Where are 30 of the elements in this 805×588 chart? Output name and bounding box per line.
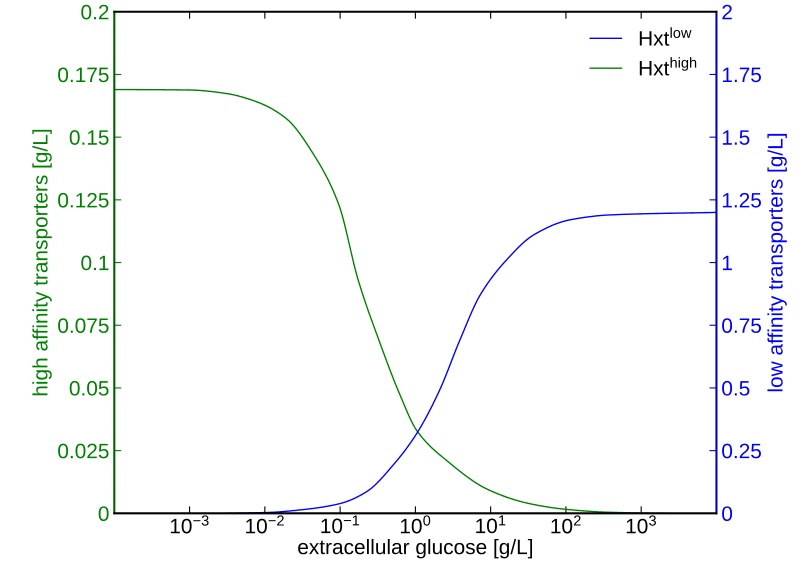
y2-tick-label: 1.5 — [722, 130, 750, 145]
y-tick-label: 0.075 — [58, 318, 109, 333]
y2-tick-label: 0.25 — [722, 444, 761, 458]
y2-tick-label: 0.5 — [722, 380, 750, 396]
y2-tick-label: 1.75 — [722, 68, 761, 82]
y-tick-label: 0.125 — [58, 192, 109, 208]
x-axis-title: extracellular glucose [g/L] — [298, 538, 532, 558]
y-axis-title: high affinity transporters [g/L] — [32, 130, 52, 396]
y-tick-label: 0.2 — [81, 4, 108, 20]
x-tick-label: 10$^{3}$ — [626, 515, 656, 534]
y2-tick-label: 2 — [722, 4, 732, 20]
x-tick-label: 10$^{1}$ — [476, 515, 506, 534]
x-tick-label: 10$^{0}$ — [400, 515, 430, 534]
y-tick-label: 0.1 — [81, 256, 108, 270]
y-tick-label: 0.025 — [58, 444, 109, 458]
legend-label: Hxt$^{low}$ — [640, 27, 692, 46]
y2-tick-label: 0 — [722, 506, 732, 522]
y-tick-label: 0.175 — [58, 67, 109, 82]
y-tick-label: 0 — [98, 506, 109, 522]
legend-label: Hxt$^{high}$ — [640, 57, 696, 76]
y2-axis-title: low affinity transporters [g/L] — [767, 134, 787, 392]
y2-tick-label: 1.25 — [722, 192, 761, 208]
y-tick-label: 0.05 — [70, 380, 109, 396]
y2-tick-label: 0.75 — [722, 318, 761, 333]
x-tick-label: 10$^{−2}$ — [246, 515, 284, 534]
y-tick-label: 0.15 — [70, 130, 109, 145]
x-tick-label: 10$^{−3}$ — [170, 515, 209, 534]
x-tick-label: 10$^{2}$ — [551, 515, 581, 534]
x-tick-label: 10$^{−1}$ — [321, 515, 360, 534]
y2-tick-label: 1 — [722, 256, 732, 270]
